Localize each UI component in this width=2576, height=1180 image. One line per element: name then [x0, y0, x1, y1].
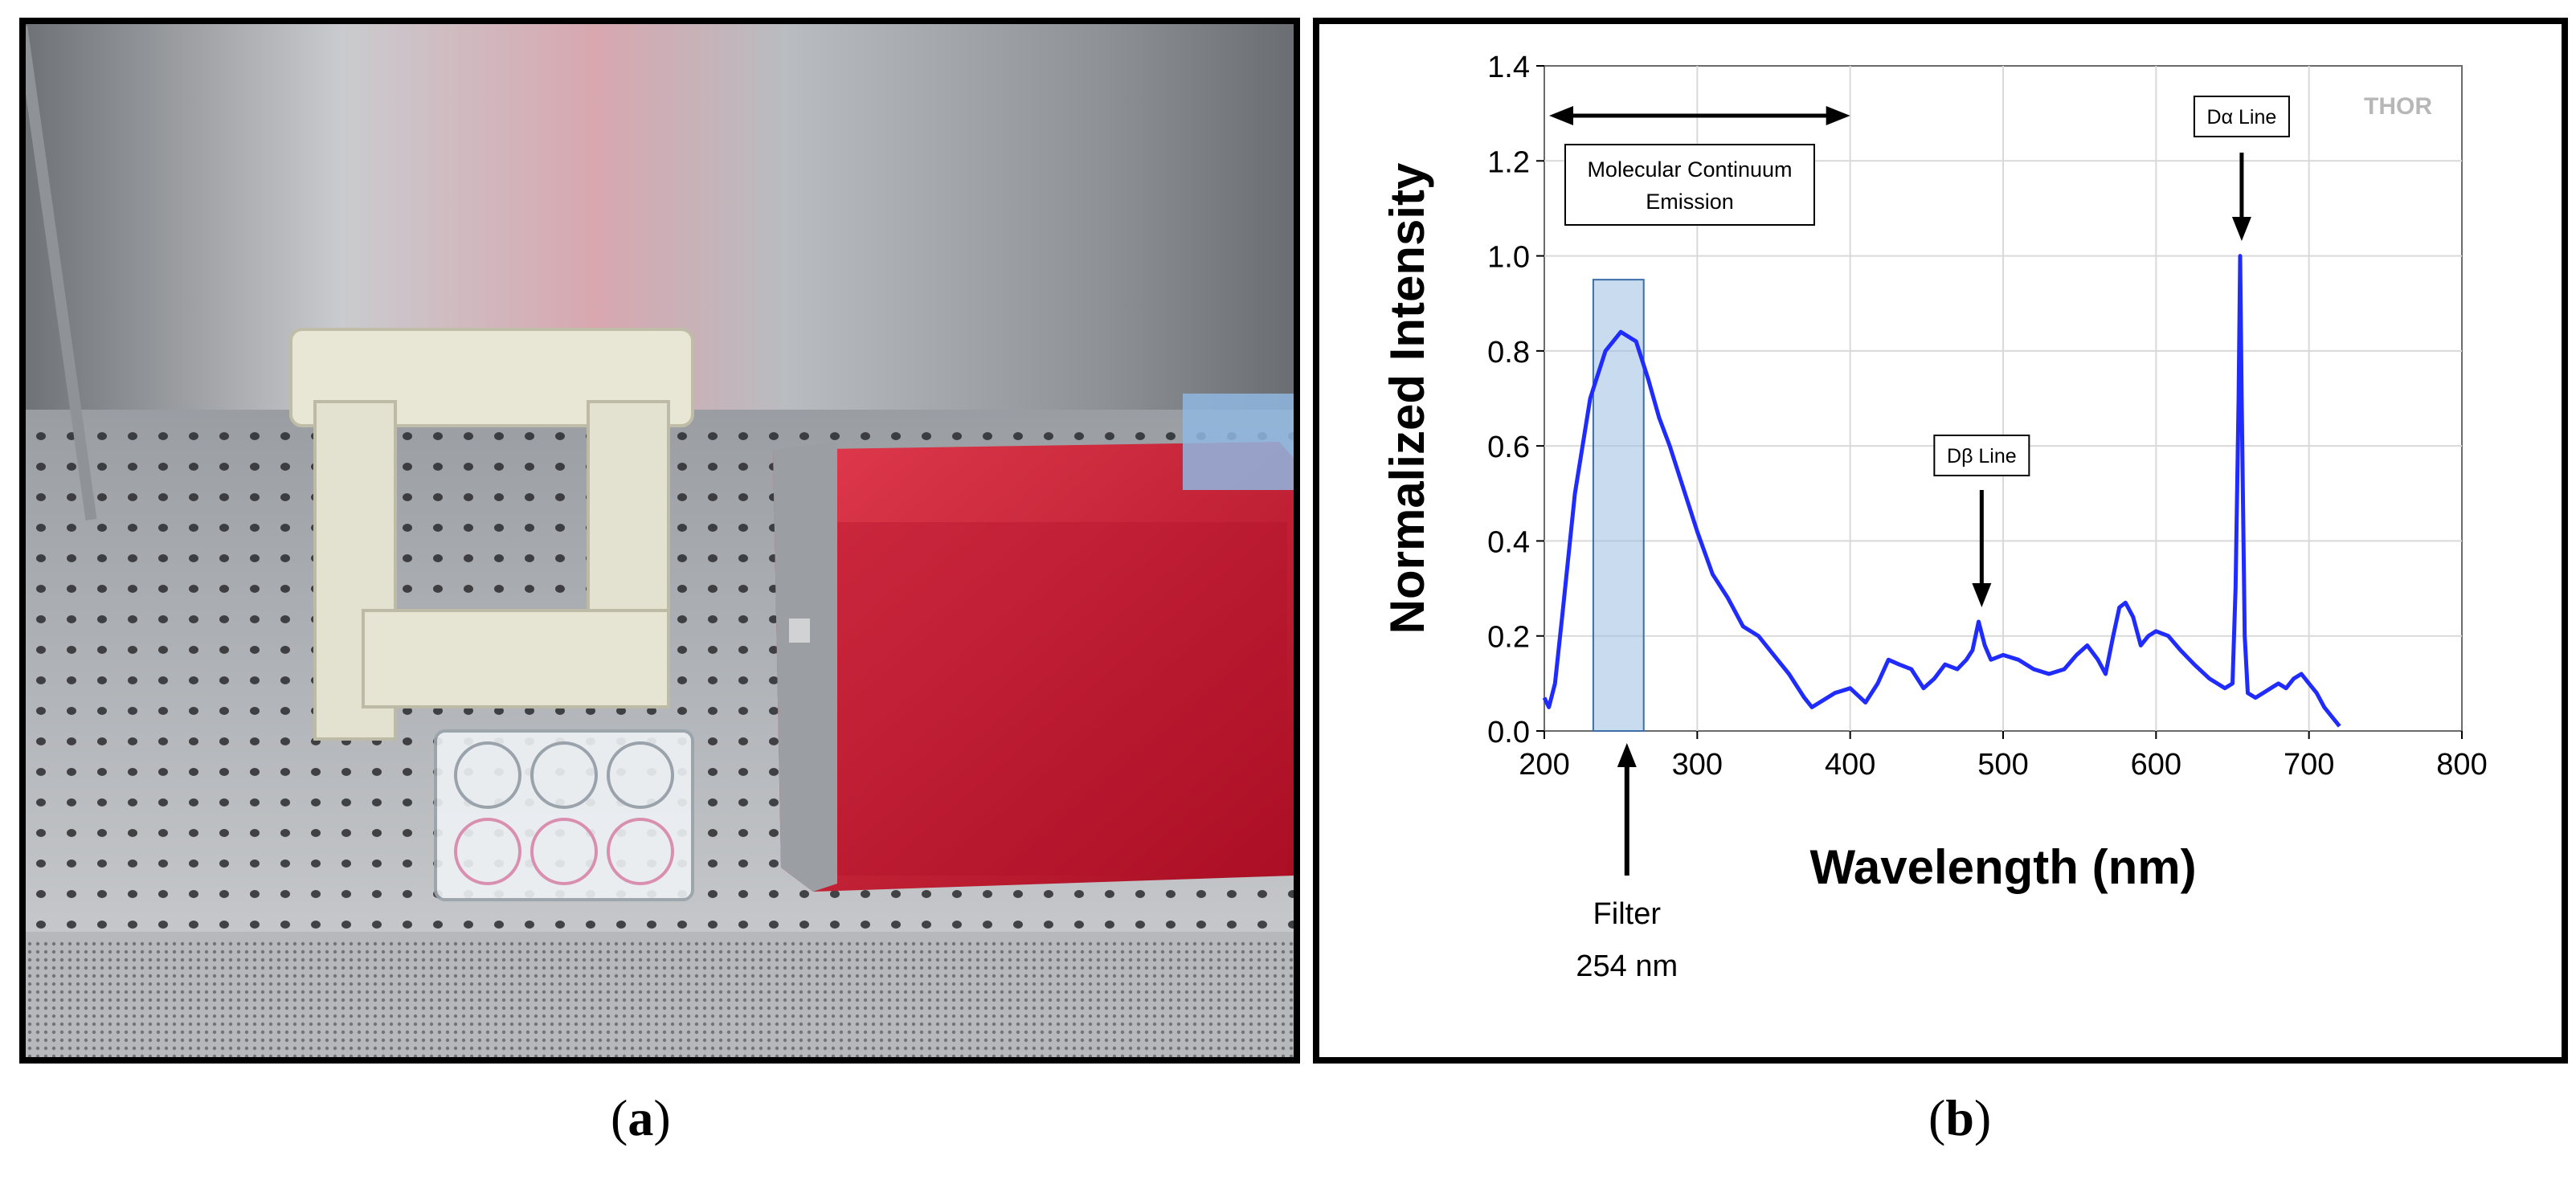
y-tick-label: 0.8: [1487, 336, 1530, 370]
y-tick-label: 1.4: [1487, 51, 1530, 84]
intensity-series-line: [1542, 254, 2341, 728]
multiwell-plate: [434, 729, 694, 901]
x-tick-label: 800: [2436, 748, 2487, 782]
x-tick-labels: 200 300 400 500 600 700 800: [1519, 748, 2487, 782]
d-beta-label: Dβ Line: [1947, 445, 2017, 468]
x-axis-title: Wavelength (nm): [1809, 840, 2196, 894]
d-alpha-arrow: [2231, 153, 2251, 241]
d-alpha-label: Dα Line: [2207, 106, 2277, 129]
d-alpha-arrow-head: [2231, 217, 2251, 241]
caption-a-open: (: [611, 1089, 628, 1146]
filter-arrow-head: [1617, 743, 1637, 767]
watermark-text: THOR: [2364, 93, 2432, 120]
red-instrument-box: [773, 442, 1294, 892]
pipette-tip-box: [1183, 394, 1294, 490]
y-tick-label: 1.2: [1487, 145, 1530, 179]
lab-cabinet-illustration: [16, 24, 1294, 1057]
x-tick-label: 600: [2131, 748, 2181, 782]
molecular-box: [1564, 144, 1815, 226]
front-grille-mesh: [26, 940, 1294, 1057]
y-tick-label: 0.4: [1487, 525, 1530, 559]
caption-b: (b): [1928, 1088, 1991, 1148]
x-tick-label: 500: [1977, 748, 2028, 782]
grid-lines: [1536, 65, 2463, 739]
filter-label-line2: 254 nm: [1576, 949, 1678, 983]
x-tick-label: 400: [1825, 748, 1875, 782]
vertical-rod: [16, 25, 97, 521]
panel-a-photo: [16, 18, 1300, 1064]
x-tick-label: 300: [1672, 748, 1723, 782]
filter-arrow: [1617, 743, 1637, 876]
panel-b-chart: 0.0 0.2 0.4 0.6 0.8 1.0 1.2 1.4 200 300 400 500 600…: [1313, 18, 2568, 1064]
molecular-arrow-head-right: [1826, 106, 1850, 125]
spectrum-chart: 0.0 0.2 0.4 0.6 0.8 1.0 1.2 1.4 200 300 400 500 600…: [1380, 51, 2488, 983]
white-frame-device: [289, 328, 694, 741]
caption-a: (a): [611, 1088, 671, 1148]
y-tick-label: 0.6: [1487, 431, 1530, 464]
y-tick-label: 0.2: [1487, 621, 1530, 655]
filter-band-rect: [1592, 279, 1645, 732]
d-beta-arrow-head: [1972, 583, 1992, 607]
caption-a-close: ): [653, 1089, 671, 1146]
d-beta-box: [1933, 435, 2030, 476]
caption-b-close: ): [1973, 1089, 1992, 1146]
molecular-range-arrow: [1549, 106, 1850, 125]
x-tick-label: 200: [1519, 748, 1569, 782]
x-tick-label: 700: [2284, 748, 2334, 782]
molecular-arrow-head-left: [1549, 106, 1573, 125]
caption-a-letter: a: [628, 1089, 654, 1146]
d-alpha-box: [2193, 96, 2290, 137]
y-tick-labels: 0.0 0.2 0.4 0.6 0.8 1.0 1.2 1.4: [1487, 51, 1530, 749]
molecular-box-line2: Emission: [1646, 190, 1734, 214]
y-tick-label: 1.0: [1487, 241, 1530, 275]
caption-b-letter: b: [1945, 1089, 1974, 1146]
caption-b-open: (: [1928, 1089, 1946, 1146]
filter-label-line1: Filter: [1593, 897, 1662, 931]
d-beta-arrow: [1972, 490, 1992, 607]
y-axis-title: Normalized Intensity: [1380, 162, 1434, 634]
molecular-box-line1: Molecular Continuum: [1587, 157, 1792, 182]
y-tick-label: 0.0: [1487, 716, 1530, 749]
